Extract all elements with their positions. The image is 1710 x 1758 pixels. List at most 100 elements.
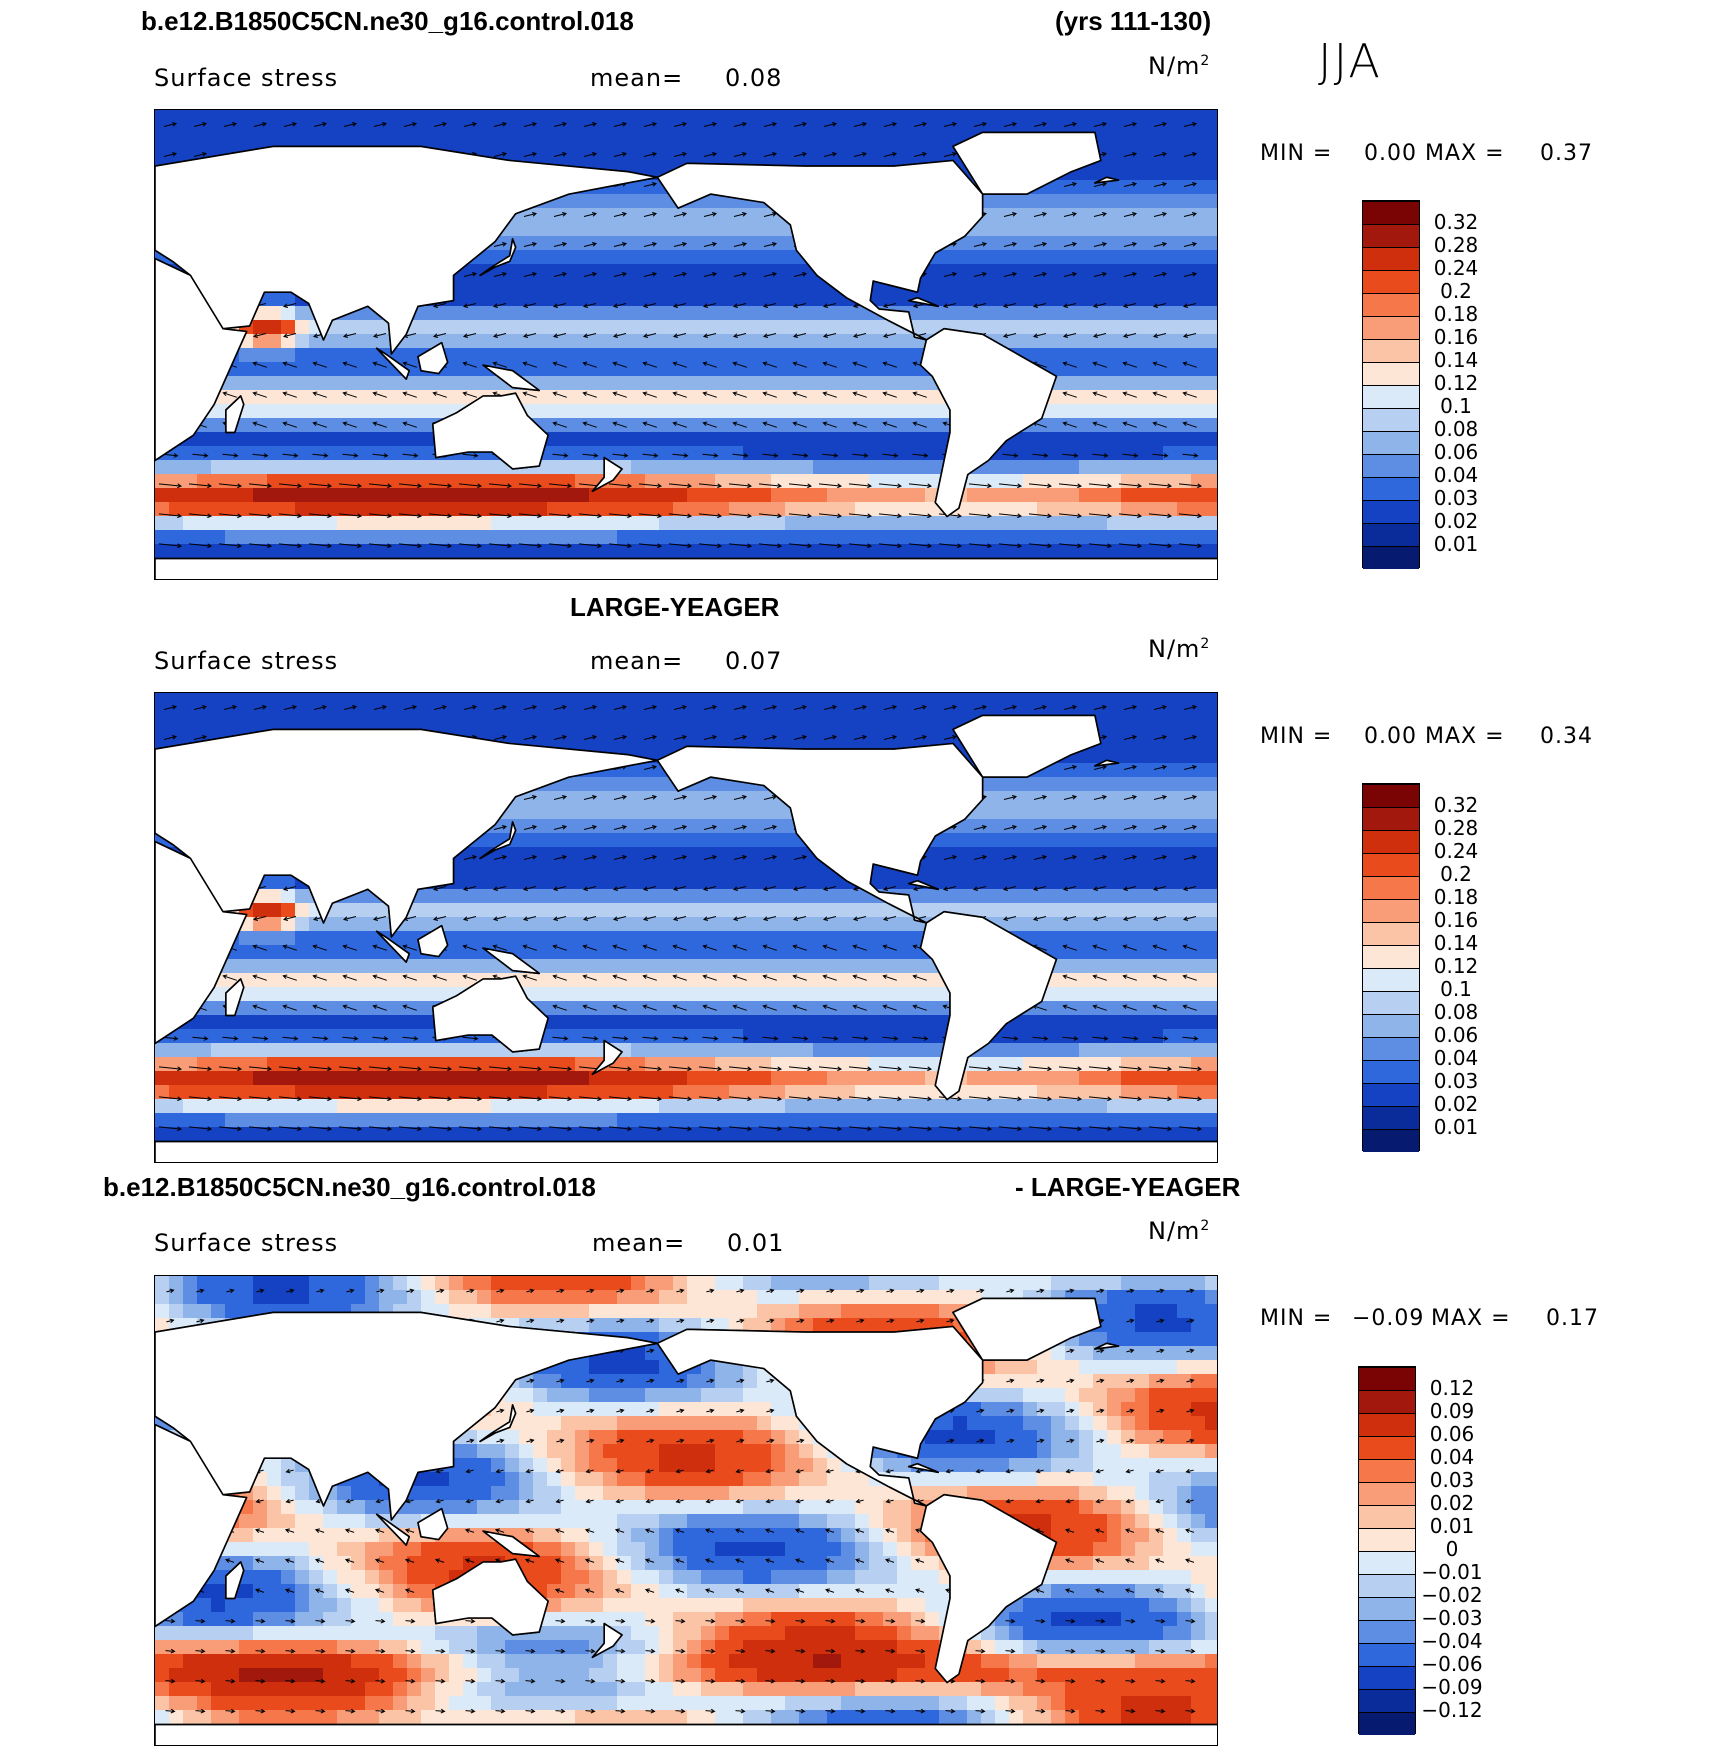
colorbar-swatch	[1359, 1689, 1415, 1712]
colorbar-tick-label: 0.09	[1429, 1399, 1475, 1423]
colorbar-tick-label: 0.04	[1429, 1445, 1475, 1469]
min-label: MIN =	[1260, 141, 1333, 166]
colorbar-tick-label: 0.1	[1440, 394, 1472, 418]
colorbar-swatch	[1363, 968, 1419, 991]
colorbar-tick-label: 0.01	[1429, 1514, 1475, 1538]
colorbar-swatch	[1363, 991, 1419, 1014]
colorbar-tick-label: 0.02	[1429, 1491, 1475, 1515]
unit-label: N/m2	[1148, 635, 1211, 663]
colorbar-tick-label: 0.08	[1433, 1000, 1479, 1024]
colorbar-swatch	[1363, 853, 1419, 876]
unit-label: N/m2	[1148, 52, 1211, 80]
mean-value: 0.07	[725, 647, 783, 675]
mean-value: 0.01	[727, 1229, 785, 1257]
colorbar-swatch	[1359, 1551, 1415, 1574]
colorbar-swatch	[1363, 523, 1419, 546]
colorbar-swatch	[1363, 945, 1419, 968]
colorbar-swatch	[1363, 1129, 1419, 1152]
colorbar-swatch	[1363, 431, 1419, 454]
colorbar-swatch	[1363, 270, 1419, 293]
colorbar-tick-label: 0.03	[1433, 1069, 1479, 1093]
colorbar-tick-label: 0.24	[1433, 256, 1479, 280]
panel-title-left: b.e12.B1850C5CN.ne30_g16.control.018	[103, 1172, 596, 1202]
panel-title: LARGE-YEAGER	[570, 592, 780, 622]
colorbar-swatch	[1359, 1643, 1415, 1666]
colorbar-swatch	[1359, 1482, 1415, 1505]
colorbar-swatch	[1363, 830, 1419, 853]
colorbar-swatch	[1363, 385, 1419, 408]
colorbar-swatch	[1363, 247, 1419, 270]
max-label: MAX =	[1431, 1306, 1511, 1331]
colorbar-tick-label: 0.16	[1433, 908, 1479, 932]
colorbar-tick-label: 0.12	[1433, 371, 1479, 395]
mean-label: mean=	[590, 64, 684, 92]
colorbar-tick-label: −0.03	[1421, 1606, 1483, 1630]
colorbar-swatch	[1363, 224, 1419, 247]
mean-label: mean=	[592, 1229, 686, 1257]
colorbar-tick-label: 0.08	[1433, 417, 1479, 441]
stress-map-svg	[155, 1276, 1217, 1745]
mean-value: 0.08	[725, 64, 783, 92]
colorbar-swatch	[1363, 1106, 1419, 1129]
colorbar-swatch	[1363, 1060, 1419, 1083]
unit-label: N/m2	[1148, 1217, 1211, 1245]
colorbar-tick-label: 0.04	[1433, 463, 1479, 487]
colorbar-tick-label: −0.12	[1421, 1698, 1483, 1722]
colorbar-swatch	[1363, 1014, 1419, 1037]
colorbar-tick-label: 0.18	[1433, 302, 1479, 326]
colorbar-swatch	[1363, 807, 1419, 830]
colorbar-swatch	[1359, 1436, 1415, 1459]
coastline	[155, 1297, 1217, 1745]
colorbar-swatch	[1359, 1367, 1415, 1390]
colorbar-tick-label: −0.02	[1421, 1583, 1483, 1607]
min-label: MIN =	[1260, 724, 1333, 749]
max-value: 0.34	[1540, 724, 1593, 749]
colorbar-swatch	[1359, 1505, 1415, 1528]
colorbar-tick-label: −0.06	[1421, 1652, 1483, 1676]
colorbar-tick-label: 0.03	[1429, 1468, 1475, 1492]
colorbar-swatch	[1363, 201, 1419, 224]
colorbar-tick-label: −0.01	[1421, 1560, 1483, 1584]
variable-label: Surface stress	[154, 1229, 339, 1257]
colorbar-tick-label: 0.14	[1433, 931, 1479, 955]
max-value: 0.37	[1540, 141, 1593, 166]
min-label: MIN =	[1260, 1306, 1333, 1331]
colorbar-swatch	[1363, 362, 1419, 385]
colorbar-swatch	[1359, 1459, 1415, 1482]
years-label: (yrs 111-130)	[1055, 6, 1212, 36]
colorbar-swatch	[1363, 293, 1419, 316]
coastline	[155, 714, 1217, 1162]
colorbar-swatch	[1359, 1597, 1415, 1620]
season-label: JJA	[1318, 34, 1382, 88]
colorbar-tick-label: 0.2	[1440, 862, 1472, 886]
colorbar-swatch	[1359, 1574, 1415, 1597]
colorbar-tick-label: 0.1	[1440, 977, 1472, 1001]
colorbar-tick-label: −0.09	[1421, 1675, 1483, 1699]
colorbar-swatch	[1359, 1390, 1415, 1413]
variable-label: Surface stress	[154, 647, 339, 675]
colorbar-swatch	[1359, 1620, 1415, 1643]
variable-label: Surface stress	[154, 64, 339, 92]
colorbar-swatch	[1359, 1712, 1415, 1735]
colorbar-tick-label: 0	[1445, 1537, 1459, 1561]
colorbar-swatch	[1363, 408, 1419, 431]
colorbar-tick-label: 0.14	[1433, 348, 1479, 372]
colorbar-swatch	[1363, 876, 1419, 899]
colorbar-tick-label: 0.04	[1433, 1046, 1479, 1070]
colorbar-box	[1362, 200, 1420, 569]
colorbar-swatch	[1363, 546, 1419, 569]
max-label: MAX =	[1425, 141, 1505, 166]
colorbar-tick-label: 0.06	[1433, 440, 1479, 464]
colorbar-tick-label: 0.06	[1433, 1023, 1479, 1047]
panel-title-right: - LARGE-YEAGER	[1015, 1172, 1241, 1202]
colorbar-tick-label: 0.06	[1429, 1422, 1475, 1446]
colorbar-tick-label: 0.03	[1433, 486, 1479, 510]
max-label: MAX =	[1425, 724, 1505, 749]
colorbar-box	[1358, 1366, 1416, 1735]
colorbar-tick-label: 0.24	[1433, 839, 1479, 863]
colorbar-swatch	[1363, 339, 1419, 362]
colorbar-swatch	[1363, 899, 1419, 922]
colorbar-swatch	[1363, 500, 1419, 523]
colorbar-tick-label: 0.2	[1440, 279, 1472, 303]
colorbar-tick-label: 0.12	[1429, 1376, 1475, 1400]
